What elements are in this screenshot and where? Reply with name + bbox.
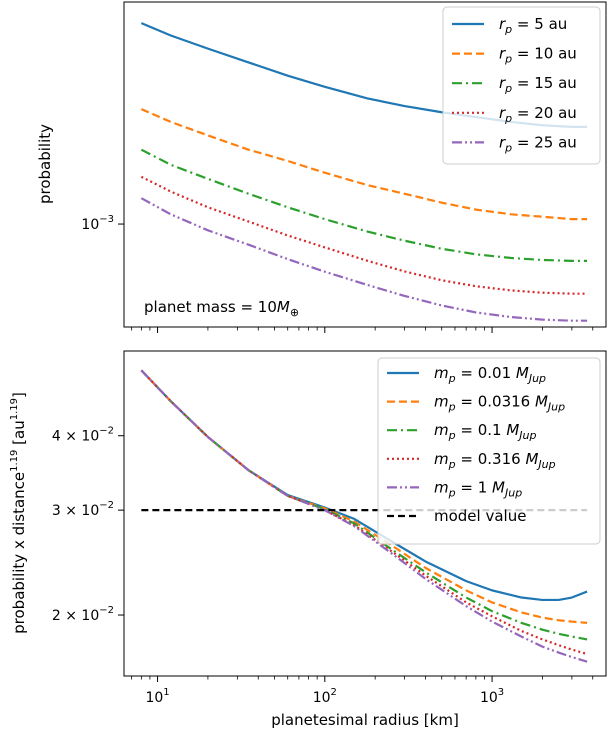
y-axis-label: probability xyxy=(36,124,54,204)
x-tick-label: 102 xyxy=(313,687,337,706)
legend-entry-0: rp = 5 au xyxy=(499,15,567,36)
bottom-chart-panel: 101 102 103 2 × 10−2 3 × 10−2 4 × 10−2 probabi… xyxy=(9,350,607,729)
y-tick-label: 2 × 10−2 xyxy=(52,605,114,624)
y-tick-label: 10−3 xyxy=(81,214,114,233)
axes-frame xyxy=(123,1,607,328)
legend-entry-1: rp = 10 au xyxy=(499,45,577,66)
x-tick-label: 101 xyxy=(145,687,169,706)
legend-entry-4: mp = 1 MJup xyxy=(434,478,522,499)
x-axis-label: planetesimal radius [km] xyxy=(271,711,459,729)
legend-entry-3: mp = 0.316 MJup xyxy=(434,450,556,471)
series-line-top-4 xyxy=(140,197,588,322)
series-line-bottom-4 xyxy=(140,369,588,663)
legend-entry-2: mp = 0.1 MJup xyxy=(434,421,537,442)
legend-entry-4: rp = 25 au xyxy=(499,133,577,154)
legend-entry-1: mp = 0.0316 MJup xyxy=(434,393,565,414)
top-chart-panel: 10−3 probability planet mass = 10M⊕ rp = 5 … xyxy=(36,1,607,333)
legend-box xyxy=(377,357,601,545)
planet-mass-annotation: planet mass = 10M⊕ xyxy=(144,298,299,319)
x-tick-label: 103 xyxy=(480,687,504,706)
legend-entry-0: mp = 0.01 MJup xyxy=(434,364,546,385)
y-tick-label: 4 × 10−2 xyxy=(52,426,114,445)
series-line-top-3 xyxy=(140,175,588,295)
legend-box xyxy=(442,6,601,165)
y-tick-label: 3 × 10−2 xyxy=(52,500,114,519)
series-line-top-2 xyxy=(140,148,588,262)
legend-entry-3: rp = 20 au xyxy=(499,104,577,125)
y-axis-label: probability x distance1.19 [au1.19] xyxy=(9,392,28,634)
legend-entry-2: rp = 15 au xyxy=(499,74,577,95)
axes-frame xyxy=(123,350,607,677)
series-line-top-1 xyxy=(140,108,588,221)
legend-entry-5: model value xyxy=(434,507,526,525)
